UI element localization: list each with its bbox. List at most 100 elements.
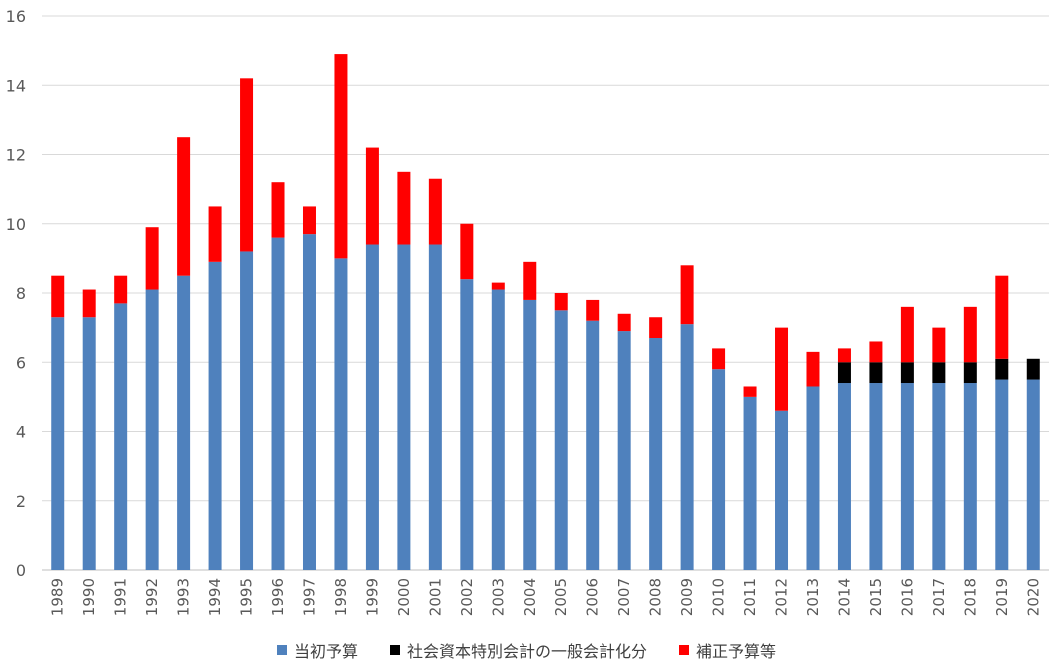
x-tick-label: 2006 xyxy=(584,578,602,616)
bar-1999-series-2 xyxy=(365,147,379,245)
bar-2007-series-2 xyxy=(617,313,631,332)
x-tick-label: 2010 xyxy=(710,578,728,616)
bar-2000-series-2 xyxy=(397,171,411,245)
bar-1989-series-0 xyxy=(51,317,65,570)
bar-2003-series-0 xyxy=(491,289,505,570)
x-tick-label: 2002 xyxy=(458,578,476,616)
legend-label-supplementary-budget: 補正予算等 xyxy=(696,642,777,661)
y-axis-ticks: 0 2 4 6 8 10 12 14 16 xyxy=(6,7,26,580)
x-tick-label: 1989 xyxy=(49,578,67,616)
x-tick-label: 2009 xyxy=(678,578,696,616)
bar-2017-series-2 xyxy=(932,327,946,363)
bar-2002-series-0 xyxy=(460,279,474,570)
bar-2001-series-0 xyxy=(428,244,442,570)
x-tick-label: 1992 xyxy=(143,578,161,616)
bar-1993-series-2 xyxy=(177,137,191,276)
y-tick-label: 10 xyxy=(6,215,26,234)
bar-1990-series-2 xyxy=(82,289,96,318)
bar-2018-series-2 xyxy=(963,306,977,363)
bar-2002-series-2 xyxy=(460,223,474,280)
bar-2014-series-0 xyxy=(837,383,851,570)
bar-2014-series-2 xyxy=(837,348,851,363)
bar-2005-series-0 xyxy=(554,310,568,570)
y-tick-label: 0 xyxy=(16,561,26,580)
x-tick-label: 2012 xyxy=(773,578,791,616)
legend-swatch-initial-budget xyxy=(276,645,287,655)
bar-2008-series-0 xyxy=(649,338,663,570)
bar-2016-series-1 xyxy=(900,362,914,384)
x-tick-label: 1996 xyxy=(269,578,287,616)
bar-2006-series-2 xyxy=(586,299,600,321)
x-tick-label: 2014 xyxy=(835,578,853,616)
x-tick-label: 2020 xyxy=(1024,578,1042,616)
bars xyxy=(51,54,1040,570)
legend-label-initial-budget: 当初予算 xyxy=(293,642,358,661)
legend-item-supplementary-budget: 補正予算等 xyxy=(679,638,776,662)
legend-label-special-account: 社会資本特別会計の一般会計化分 xyxy=(406,642,647,661)
bar-2003-series-2 xyxy=(491,282,505,290)
bar-1994-series-0 xyxy=(208,261,222,570)
x-tick-label: 1990 xyxy=(80,578,98,616)
bar-2011-series-2 xyxy=(743,386,757,397)
bar-2012-series-0 xyxy=(775,410,789,570)
bar-1994-series-2 xyxy=(208,206,222,262)
x-tick-label: 1994 xyxy=(206,578,224,616)
bar-2019-series-0 xyxy=(995,379,1009,570)
bar-2009-series-0 xyxy=(680,324,694,570)
bar-1990-series-0 xyxy=(82,317,96,570)
bar-2018-series-0 xyxy=(963,383,977,570)
x-tick-label: 1993 xyxy=(175,578,193,616)
bar-2004-series-0 xyxy=(523,299,537,570)
x-tick-label: 1991 xyxy=(112,578,130,616)
bar-2009-series-2 xyxy=(680,265,694,325)
bar-2013-series-2 xyxy=(806,351,820,387)
legend-item-initial-budget: 当初予算 xyxy=(276,638,358,662)
bar-1996-series-2 xyxy=(271,182,285,238)
bar-2007-series-0 xyxy=(617,331,631,570)
bar-1998-series-0 xyxy=(334,258,348,570)
bar-2018-series-1 xyxy=(963,362,977,384)
bar-2008-series-2 xyxy=(649,317,663,339)
bar-2014-series-1 xyxy=(837,362,851,384)
legend-item-special-account: 社会資本特別会計の一般会計化分 xyxy=(389,638,647,662)
bar-2001-series-2 xyxy=(428,178,442,245)
bar-2004-series-2 xyxy=(523,261,537,300)
x-tick-label: 2018 xyxy=(961,578,979,616)
y-tick-label: 12 xyxy=(6,146,26,165)
bar-1993-series-0 xyxy=(177,275,191,570)
bar-2017-series-0 xyxy=(932,383,946,570)
bar-1995-series-0 xyxy=(240,251,254,570)
bar-2011-series-0 xyxy=(743,396,757,570)
bar-1997-series-0 xyxy=(302,234,316,570)
bar-2019-series-2 xyxy=(995,275,1009,359)
y-tick-label: 14 xyxy=(6,76,26,95)
y-tick-label: 8 xyxy=(16,284,26,303)
legend-swatch-special-account xyxy=(389,645,400,655)
x-tick-label: 2011 xyxy=(741,578,759,616)
bar-2005-series-2 xyxy=(554,293,568,311)
x-tick-label: 1998 xyxy=(332,578,350,616)
x-tick-label: 2015 xyxy=(867,578,885,616)
bar-2006-series-0 xyxy=(586,320,600,570)
bar-2020-series-1 xyxy=(1026,358,1040,380)
x-tick-label: 2016 xyxy=(898,578,916,616)
y-tick-label: 4 xyxy=(16,423,26,442)
x-tick-label: 2007 xyxy=(615,578,633,616)
bar-1992-series-2 xyxy=(145,227,159,290)
x-axis-ticks: 1989 1990 1991 1992 1993 1994 1995 1996 1997 1998… xyxy=(49,578,1043,616)
legend: 当初予算 社会資本特別会計の一般会計化分 補正予算等 xyxy=(0,638,1053,662)
bar-2012-series-2 xyxy=(775,327,789,411)
bar-1996-series-0 xyxy=(271,237,285,570)
bar-1989-series-2 xyxy=(51,275,65,318)
y-tick-label: 2 xyxy=(16,492,26,511)
x-tick-label: 2003 xyxy=(489,578,507,616)
x-tick-label: 2001 xyxy=(426,578,444,616)
x-tick-label: 1997 xyxy=(300,578,318,616)
x-tick-label: 1995 xyxy=(238,578,256,616)
gridlines xyxy=(42,15,1049,571)
legend-swatch-supplementary-budget xyxy=(679,645,689,655)
bar-2000-series-0 xyxy=(397,244,411,570)
x-tick-label: 2008 xyxy=(647,578,665,616)
x-tick-label: 2017 xyxy=(930,578,948,616)
